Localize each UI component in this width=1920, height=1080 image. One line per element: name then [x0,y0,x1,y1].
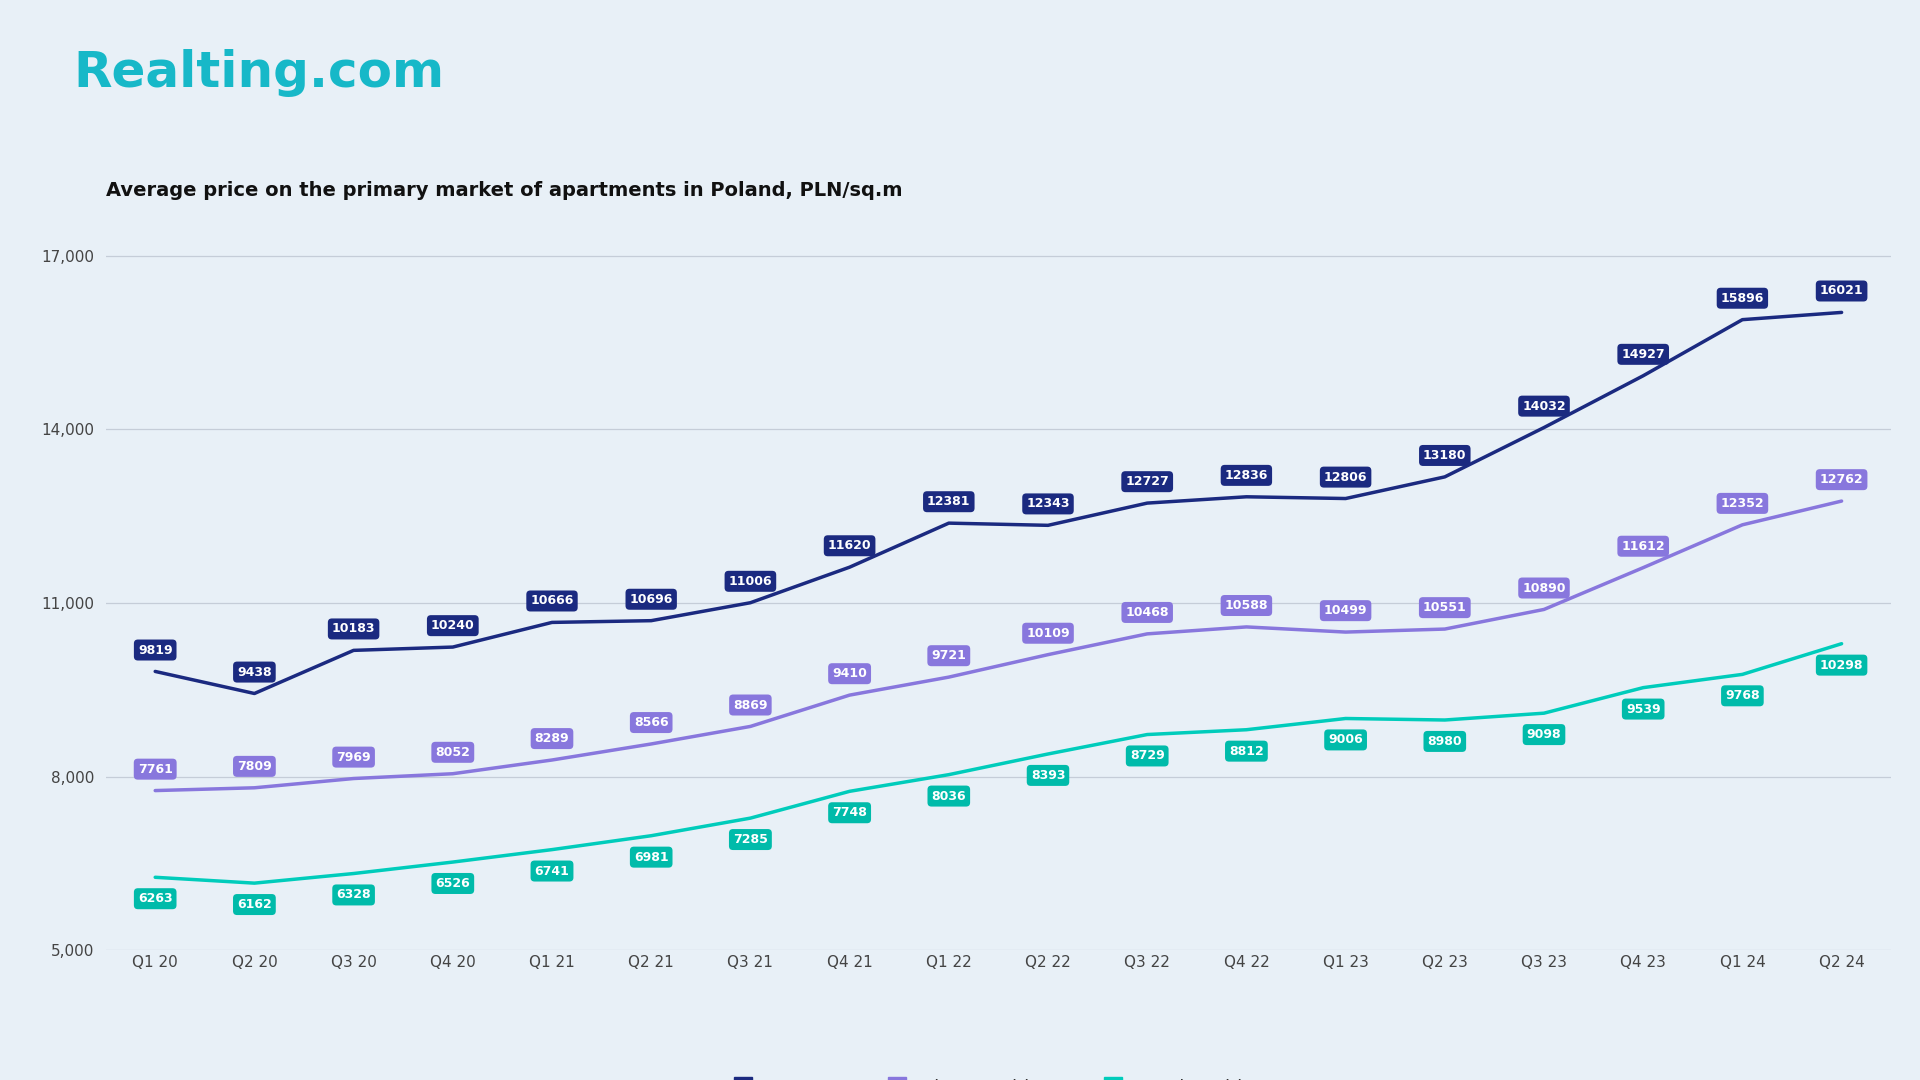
Text: 9721: 9721 [931,649,966,662]
Text: 9819: 9819 [138,644,173,657]
Text: 11006: 11006 [728,575,772,588]
Text: 6328: 6328 [336,889,371,902]
Text: 9006: 9006 [1329,733,1363,746]
Text: 7285: 7285 [733,833,768,846]
Text: 6741: 6741 [534,864,570,878]
Text: 6526: 6526 [436,877,470,890]
Text: 7969: 7969 [336,751,371,764]
Text: 8289: 8289 [534,732,570,745]
Text: Average price on the primary market of apartments in Poland, PLN/sq.m: Average price on the primary market of a… [106,180,902,200]
Text: 8980: 8980 [1427,734,1463,748]
Text: 8036: 8036 [931,789,966,802]
Text: 12352: 12352 [1720,497,1764,510]
Text: 7761: 7761 [138,762,173,775]
Text: 11620: 11620 [828,539,872,552]
Text: Realting.com: Realting.com [73,50,444,97]
Text: 12836: 12836 [1225,469,1267,482]
Text: 7748: 7748 [831,807,868,820]
Text: 8566: 8566 [634,716,668,729]
Text: 12381: 12381 [927,496,970,509]
Text: 12727: 12727 [1125,475,1169,488]
Text: 14927: 14927 [1620,348,1665,361]
Text: 10666: 10666 [530,594,574,607]
Text: 10298: 10298 [1820,659,1862,672]
Text: 9539: 9539 [1626,703,1661,716]
Text: 10240: 10240 [430,619,474,632]
Text: 10696: 10696 [630,593,672,606]
Text: 8393: 8393 [1031,769,1066,782]
Text: 10499: 10499 [1325,604,1367,617]
Text: 9098: 9098 [1526,728,1561,741]
Text: 6162: 6162 [236,899,273,912]
Text: 8812: 8812 [1229,744,1263,758]
Text: 13180: 13180 [1423,449,1467,462]
Text: 10551: 10551 [1423,602,1467,615]
Text: 10468: 10468 [1125,606,1169,619]
Text: 10109: 10109 [1025,626,1069,639]
Text: 10890: 10890 [1523,581,1565,594]
Text: 6981: 6981 [634,851,668,864]
Text: 8729: 8729 [1129,750,1165,762]
Text: 10183: 10183 [332,622,374,635]
Text: 15896: 15896 [1720,292,1764,305]
Text: 9768: 9768 [1724,689,1761,702]
Text: 9438: 9438 [236,665,273,678]
Text: 12762: 12762 [1820,473,1864,486]
Text: 11612: 11612 [1620,540,1665,553]
Text: 16021: 16021 [1820,284,1864,297]
Text: 8052: 8052 [436,746,470,759]
Legend: Warsaw, 6 largest cities, 10 other cities: Warsaw, 6 largest cities, 10 other citie… [728,1071,1269,1080]
Text: 9410: 9410 [831,667,868,680]
Text: 6263: 6263 [138,892,173,905]
Text: 8869: 8869 [733,699,768,712]
Text: 7809: 7809 [236,760,273,773]
Text: 14032: 14032 [1523,400,1567,413]
Text: 12806: 12806 [1325,471,1367,484]
Text: 10588: 10588 [1225,599,1267,612]
Text: 12343: 12343 [1027,498,1069,511]
